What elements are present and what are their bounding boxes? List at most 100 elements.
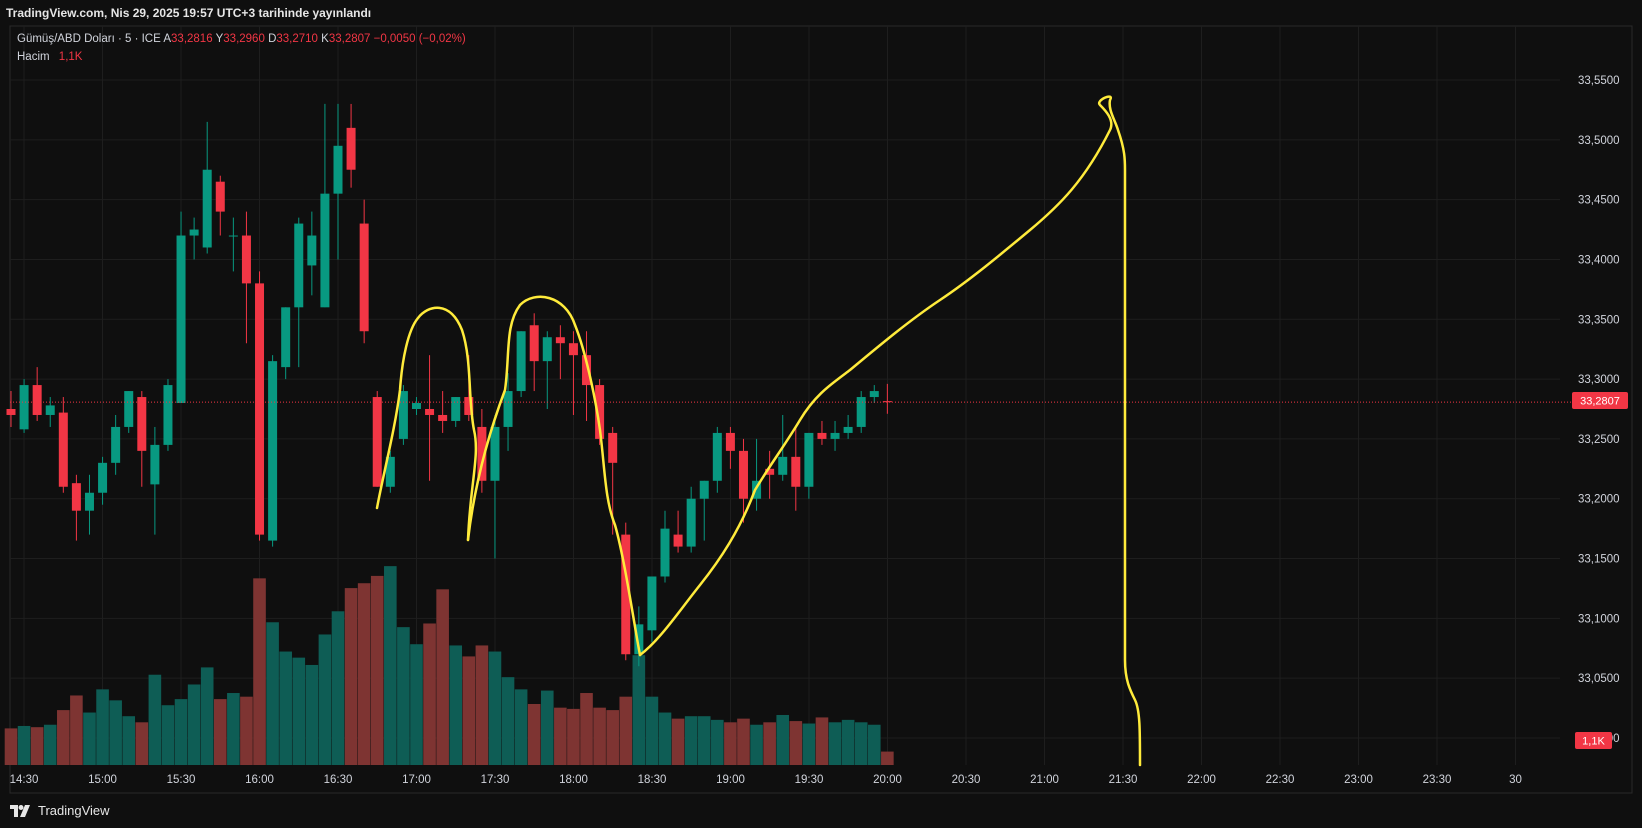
volume-bar — [174, 699, 188, 765]
candle-body — [268, 361, 278, 541]
candle-body — [869, 391, 879, 398]
close-value: 33,2807 — [328, 33, 371, 45]
candle-body — [490, 426, 500, 481]
candle-body — [699, 480, 709, 499]
high-label: Y — [215, 33, 224, 45]
y-tick-label: 33,2500 — [1578, 434, 1620, 446]
x-tick-label: 23:00 — [1344, 774, 1373, 786]
candle-body — [385, 456, 395, 487]
candle-body — [84, 492, 94, 511]
candle-body — [595, 385, 605, 439]
x-tick-label: 21:30 — [1109, 774, 1138, 786]
volume-bar — [488, 651, 502, 765]
volume-bar — [684, 716, 698, 765]
tradingview-brand-label: TradingView — [38, 803, 110, 818]
volume-bar — [4, 728, 18, 765]
volume-bar — [305, 664, 319, 765]
price-axis[interactable]: 33,5500 33,5000 33,4500 33,4000 33,3500 33,30… — [1578, 75, 1620, 745]
high-value: 33,2960 — [223, 33, 265, 45]
x-tick-label: 19:30 — [795, 774, 824, 786]
drawing-stroke-1[interactable] — [375, 306, 478, 542]
drawing-stroke-3[interactable] — [638, 95, 1142, 767]
volume-bar — [501, 677, 515, 765]
volume-bar — [841, 719, 855, 765]
volume-bar — [83, 712, 96, 765]
tradingview-brand[interactable]: TradingView — [10, 803, 110, 818]
volume-bar — [43, 724, 57, 765]
volume-bar — [410, 644, 423, 765]
x-tick-label: 20:00 — [873, 774, 902, 786]
volume-bar — [17, 725, 31, 765]
candle-body — [843, 426, 853, 433]
candle-body — [398, 391, 408, 439]
volume-bar — [423, 623, 436, 765]
freehand-drawing[interactable] — [375, 95, 1142, 767]
candle-body — [778, 456, 788, 475]
candle-body — [111, 426, 121, 463]
candle-body — [215, 181, 225, 212]
volume-legend[interactable]: Hacim 1,1K — [17, 51, 82, 63]
x-tick-label: 17:00 — [402, 774, 431, 786]
x-tick-label: 16:00 — [245, 774, 274, 786]
volume-bar — [449, 645, 463, 765]
candle-body — [359, 223, 369, 332]
volume-bar — [671, 718, 685, 765]
candle-body — [124, 391, 134, 427]
candle-body — [464, 397, 474, 415]
volume-bar — [567, 708, 580, 765]
candle-body — [58, 412, 68, 487]
candle-body — [634, 624, 644, 655]
time-axis[interactable]: 14:30 15:00 15:30 16:00 16:30 17:00 17:30 18:00… — [10, 774, 1522, 786]
candle-body — [71, 483, 81, 511]
volume-bar — [57, 710, 70, 765]
candle-body — [98, 462, 108, 493]
drawing-stroke-2[interactable] — [466, 295, 642, 657]
candle-body — [451, 397, 461, 421]
x-tick-label: 18:30 — [638, 774, 667, 786]
volume-bar — [187, 684, 201, 765]
volume-bar — [658, 712, 672, 765]
candle-body — [19, 385, 29, 430]
candle-body — [411, 403, 421, 409]
y-tick-label: 33,4000 — [1578, 254, 1620, 266]
volume-bar — [540, 690, 554, 765]
tradingview-logo-icon — [10, 804, 30, 817]
volume-bar — [776, 714, 790, 765]
candle-body — [503, 391, 513, 427]
candle-body — [738, 450, 748, 499]
volume-bar — [881, 751, 894, 765]
y-tick-label: 33,3000 — [1578, 374, 1620, 386]
volume-bar — [711, 719, 724, 765]
candle-body — [712, 432, 722, 481]
volume-bar — [109, 700, 122, 765]
volume-bar — [763, 722, 776, 765]
candle-body — [660, 528, 670, 577]
volume-bar — [70, 695, 83, 765]
y-tick-label: 33,5500 — [1578, 75, 1620, 87]
volume-bar — [279, 651, 292, 765]
candle-body — [673, 534, 683, 547]
symbol-label[interactable]: Gümüş/ABD Doları · 5 · ICE — [17, 33, 161, 45]
volume-bar — [436, 589, 449, 765]
candle-body — [686, 498, 696, 547]
candle-body — [647, 576, 657, 631]
candle-body — [582, 355, 592, 386]
published-header: TradingView.com, Nis 29, 2025 19:57 UTC+… — [6, 6, 372, 20]
y-tick-label: 33,5000 — [1578, 135, 1620, 147]
candle-body — [333, 145, 343, 194]
candle-body — [32, 385, 42, 415]
ohlc-legend[interactable]: Gümüş/ABD Doları · 5 · ICE A33,2816 Y33,… — [17, 33, 466, 45]
candle-body — [294, 223, 304, 308]
volume-bar — [867, 724, 881, 765]
last-price-badge: 33,2807 — [1572, 392, 1628, 409]
candle-body — [255, 283, 265, 535]
volume-bar — [30, 727, 44, 765]
candle-body — [621, 534, 631, 655]
candle-body — [438, 414, 448, 421]
volume-bar — [475, 645, 489, 765]
volume-bar — [724, 722, 737, 765]
volume-bar — [789, 721, 803, 765]
last-volume-badge: 1,1K — [1575, 732, 1612, 749]
volume-bar — [161, 705, 175, 765]
